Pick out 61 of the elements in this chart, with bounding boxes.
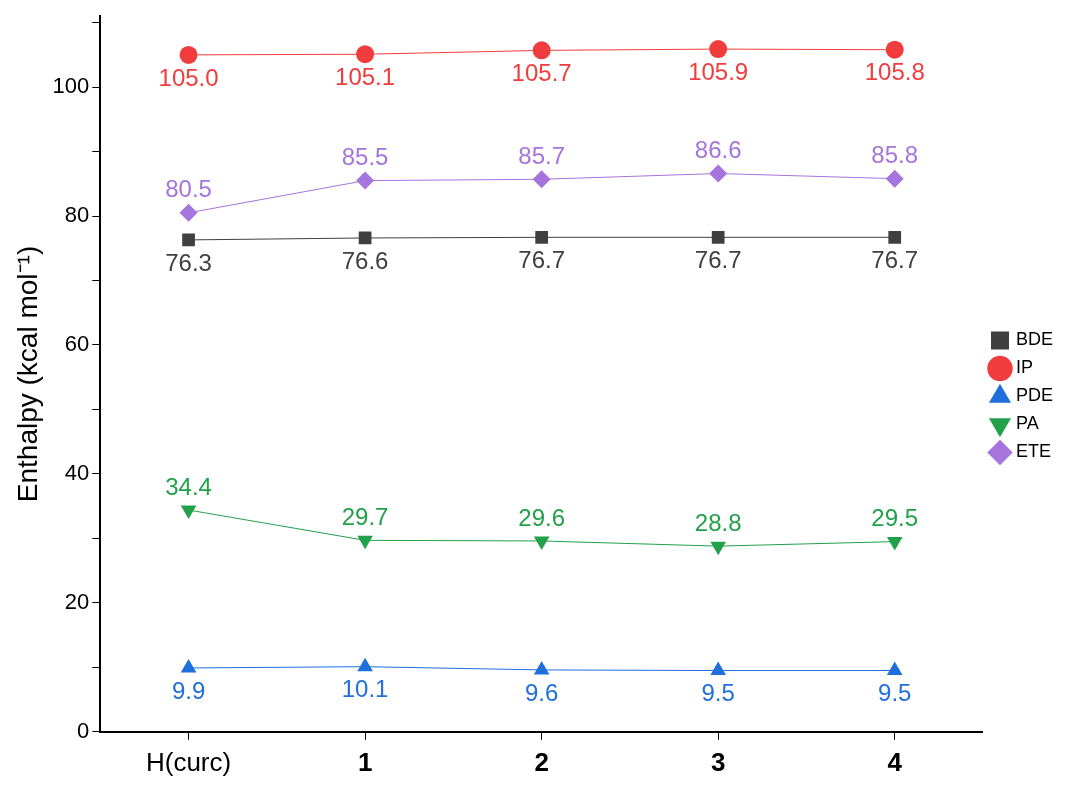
data-label: 105.8 bbox=[864, 58, 925, 86]
data-label: 9.6 bbox=[524, 678, 559, 706]
data-label: 80.5 bbox=[165, 175, 212, 203]
point bbox=[535, 230, 549, 244]
point bbox=[710, 661, 726, 676]
point bbox=[886, 661, 903, 676]
point bbox=[357, 657, 373, 672]
point bbox=[888, 230, 902, 244]
y-tick-label: 100 bbox=[52, 73, 90, 99]
point bbox=[182, 233, 195, 247]
point bbox=[356, 45, 375, 64]
x-tick-label: H(curc) bbox=[145, 746, 232, 777]
point bbox=[356, 171, 375, 190]
point bbox=[180, 658, 197, 673]
data-label: 105.0 bbox=[158, 63, 219, 91]
y-tick-label: 20 bbox=[64, 588, 90, 614]
legend-label: PDE bbox=[1015, 385, 1053, 406]
data-label: 29.6 bbox=[518, 503, 566, 531]
x-tick-label: 4 bbox=[887, 746, 903, 777]
x-tick-label: 3 bbox=[710, 746, 726, 777]
point bbox=[179, 45, 198, 64]
data-label: 85.8 bbox=[871, 141, 919, 169]
data-label: 76.7 bbox=[694, 245, 742, 273]
data-label: 9.5 bbox=[701, 679, 735, 707]
point bbox=[885, 169, 904, 188]
data-label: 76.3 bbox=[165, 248, 212, 276]
point bbox=[885, 40, 904, 59]
data-label: 9.5 bbox=[878, 679, 912, 707]
data-label: 29.5 bbox=[871, 504, 919, 532]
data-label: 86.6 bbox=[694, 136, 742, 164]
y-tick-label: 80 bbox=[64, 202, 90, 228]
data-label: 85.7 bbox=[518, 141, 566, 169]
data-label: 76.6 bbox=[341, 246, 389, 274]
data-label: 85.5 bbox=[341, 143, 389, 171]
y-tick-label: 40 bbox=[64, 459, 90, 485]
data-label: 34.4 bbox=[165, 472, 212, 500]
data-label: 9.9 bbox=[171, 676, 206, 704]
point bbox=[532, 170, 551, 189]
point bbox=[711, 230, 725, 244]
x-tick-label: 2 bbox=[534, 746, 549, 777]
data-label: 105.1 bbox=[335, 62, 396, 90]
y-tick-label: 60 bbox=[64, 331, 90, 357]
legend-label: BDE bbox=[1015, 329, 1053, 350]
point bbox=[532, 41, 551, 60]
data-label: 76.7 bbox=[871, 245, 919, 273]
data-label: 76.7 bbox=[518, 245, 566, 273]
data-label: 29.7 bbox=[341, 502, 389, 530]
legend-label: IP bbox=[1015, 357, 1033, 378]
legend-label: PA bbox=[1015, 413, 1039, 434]
point bbox=[709, 40, 728, 59]
x-tick-label: 1 bbox=[357, 746, 373, 777]
y-axis-title: Enthalpy (kcal mol⁻¹) bbox=[11, 245, 43, 503]
point bbox=[709, 164, 728, 183]
data-label: 28.8 bbox=[694, 508, 742, 536]
data-label: 105.9 bbox=[688, 57, 749, 85]
point bbox=[533, 660, 550, 675]
data-label: 105.7 bbox=[511, 58, 572, 86]
legend-label: ETE bbox=[1015, 441, 1051, 462]
point bbox=[179, 203, 198, 222]
data-label: 10.1 bbox=[341, 675, 389, 703]
y-tick-label: 0 bbox=[77, 717, 90, 743]
